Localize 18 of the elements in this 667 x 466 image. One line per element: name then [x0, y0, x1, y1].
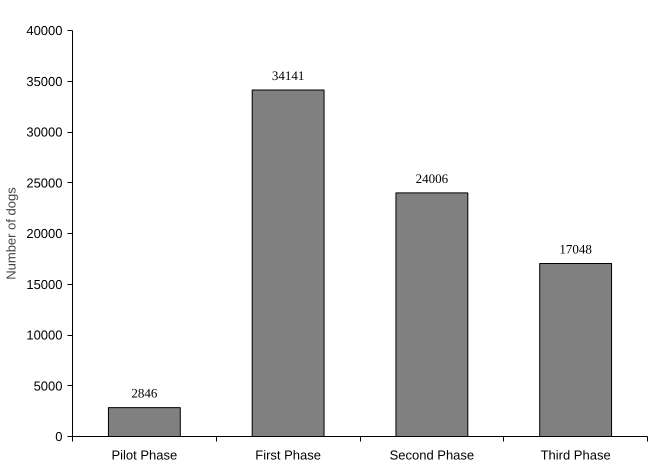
y-tick-label: 30000 — [26, 124, 63, 140]
y-tick-label: 20000 — [26, 226, 63, 241]
y-tick-label: 40000 — [26, 23, 63, 38]
data-label: 24006 — [416, 170, 449, 186]
data-label: 2846 — [131, 386, 158, 401]
y-axis-title: Number of dogs — [3, 186, 18, 280]
y-tick-label: 35000 — [26, 74, 63, 89]
y-tick-label: 0 — [55, 429, 63, 444]
x-tick-label: Third Phase — [540, 448, 611, 462]
x-tick-label: Second Phase — [390, 448, 474, 462]
data-label: 17048 — [559, 241, 592, 256]
y-tick-label: 15000 — [26, 276, 63, 292]
y-tick-label: 25000 — [26, 175, 63, 190]
y-tick-label: 5000 — [34, 378, 62, 394]
data-label: 34141 — [272, 68, 304, 83]
y-tick-label: 10000 — [26, 328, 63, 342]
x-tick-label: First Phase — [255, 448, 322, 462]
x-tick-label: Pilot Phase — [111, 448, 178, 462]
